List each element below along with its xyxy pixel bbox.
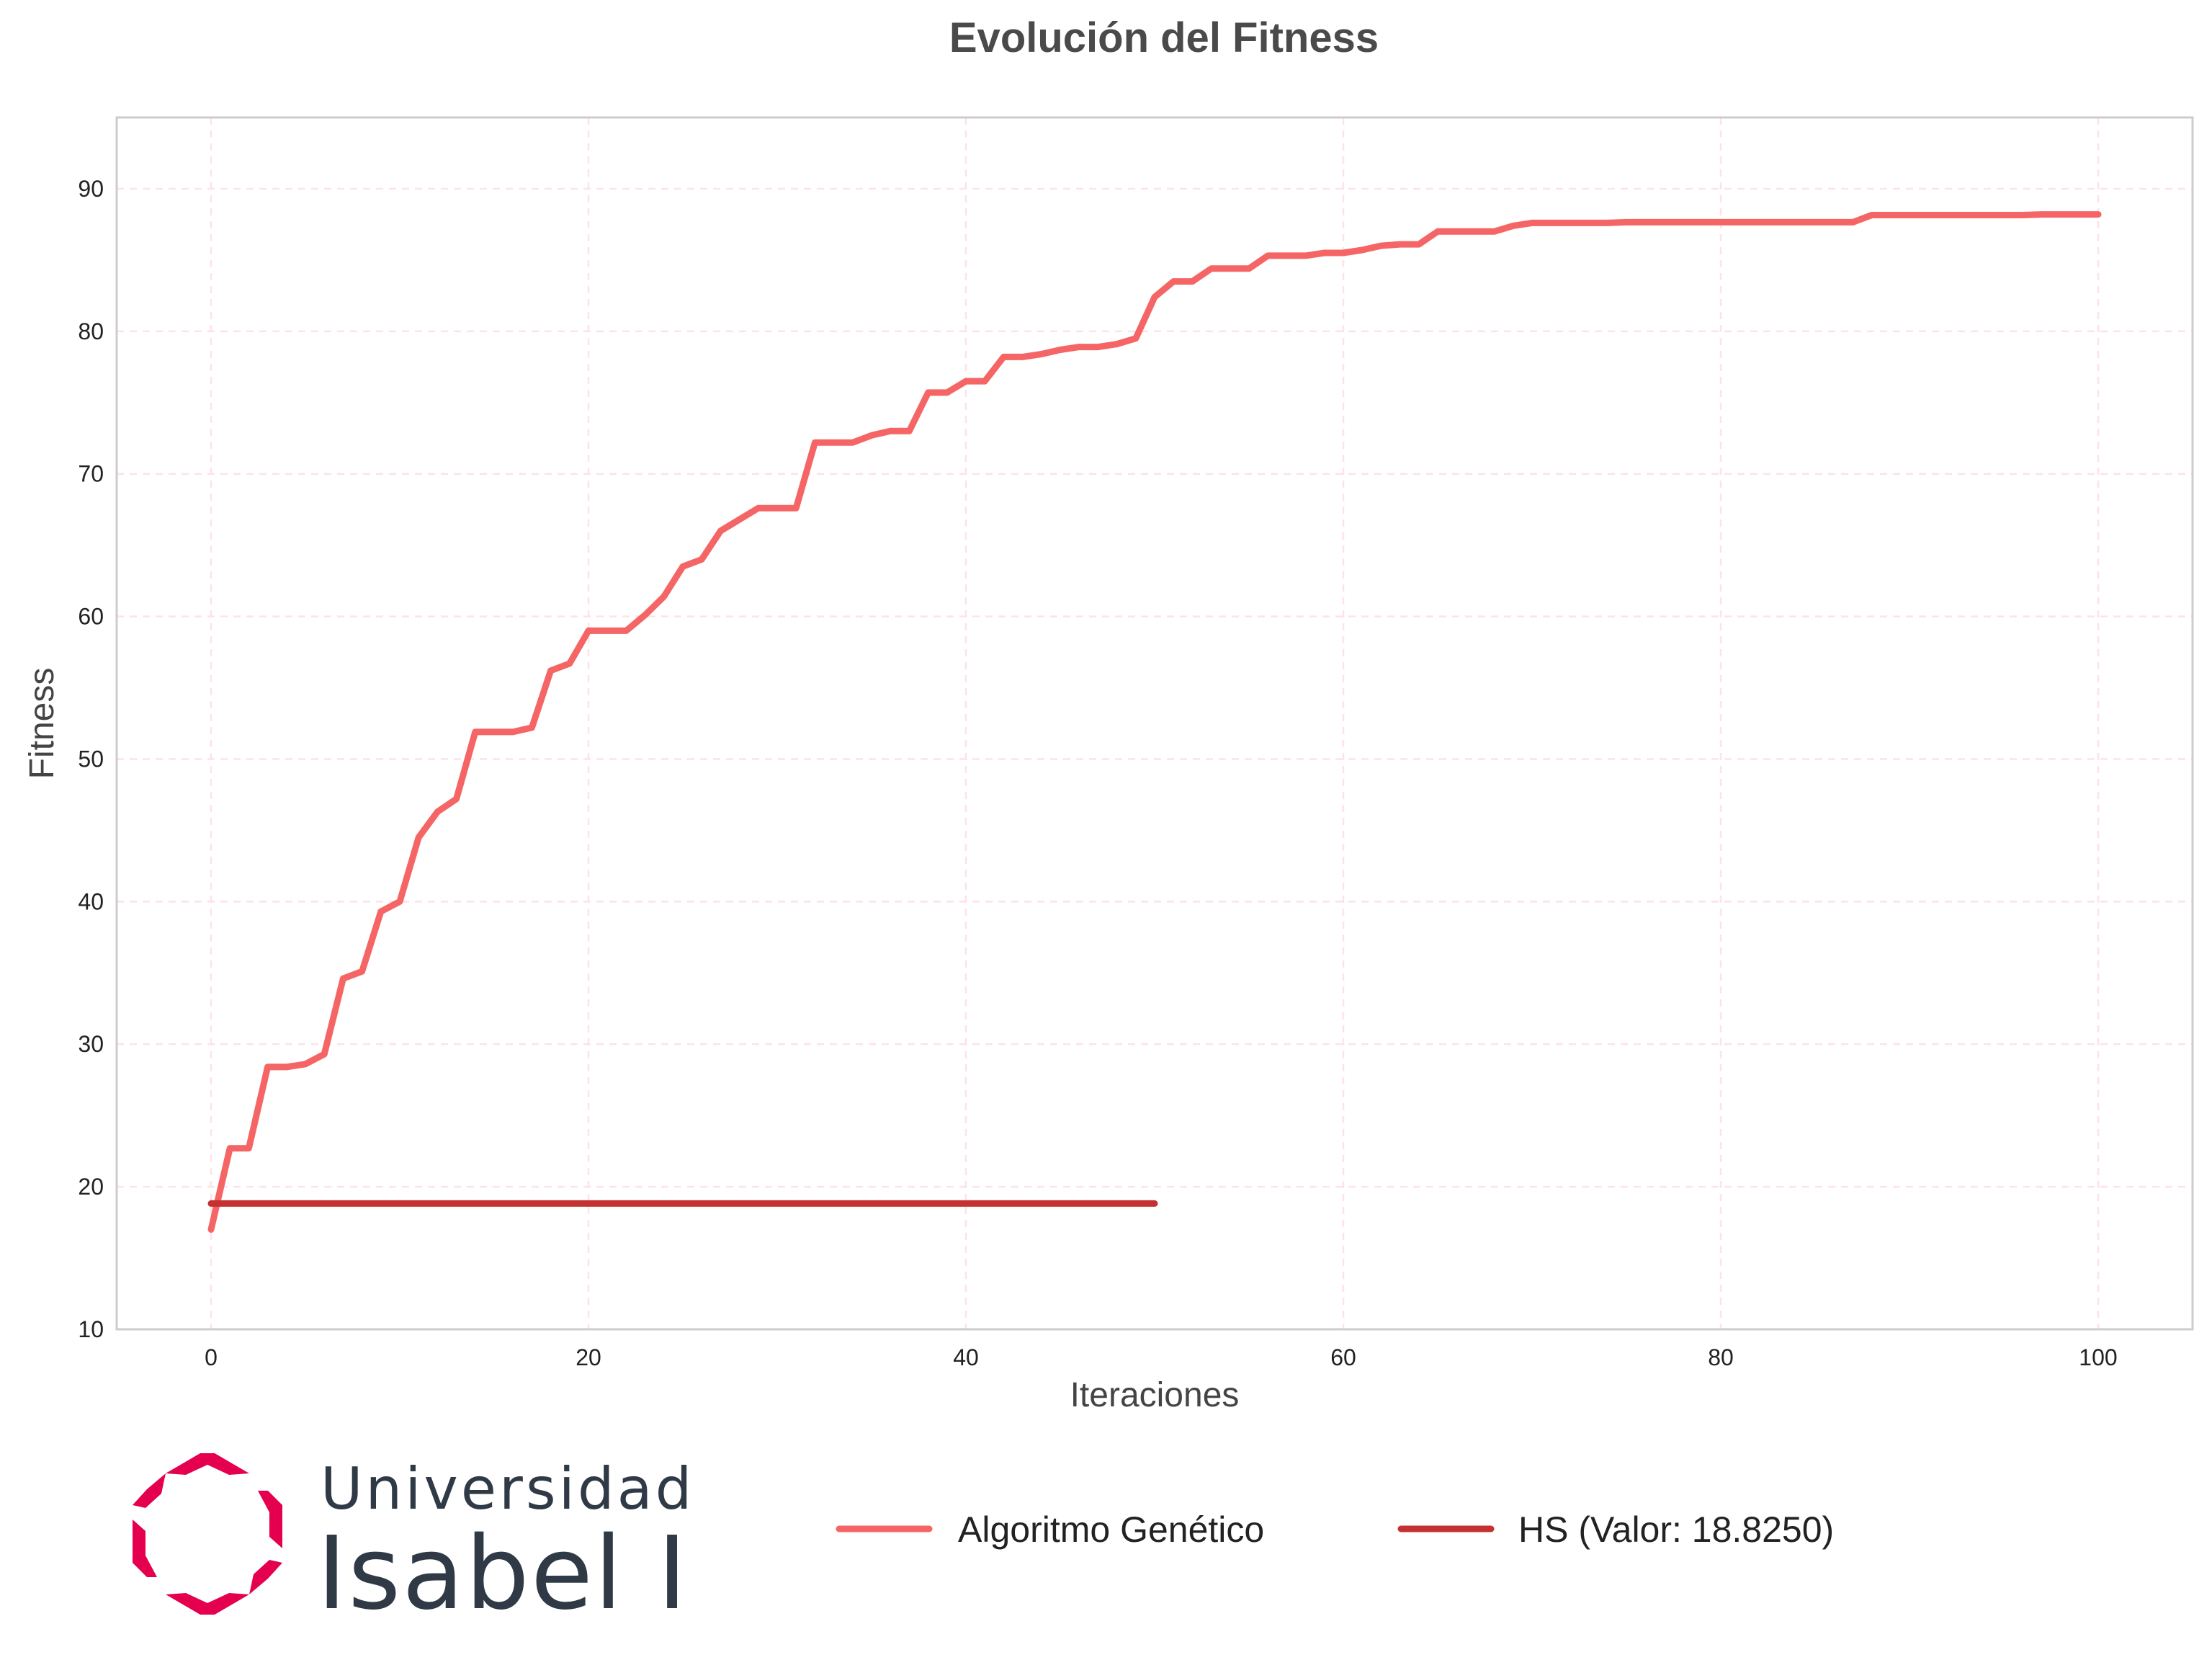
y-axis-ticks: 10 20 30 40 50 60 70 80 90 (78, 176, 104, 1342)
y-tick-label: 70 (78, 461, 104, 487)
isabel-i-emblem-icon (133, 1453, 282, 1615)
y-tick-label: 90 (78, 176, 104, 202)
chart-title: Evolución del Fitness (949, 14, 1379, 61)
y-tick-label: 50 (78, 746, 104, 772)
y-tick-label: 30 (78, 1031, 104, 1057)
y-tick-label: 10 (78, 1316, 104, 1342)
y-tick-label: 80 (78, 318, 104, 344)
legend: Algoritmo Genético HS (Valor: 18.8250) (836, 1509, 1834, 1550)
grid (117, 117, 2193, 1331)
series-line-algoritmo-genetico (207, 211, 2102, 1233)
series-layer (207, 211, 2102, 1233)
x-tick-label: 0 (205, 1344, 218, 1370)
legend-label-hs: HS (Valor: 18.8250) (1518, 1509, 1834, 1550)
legend-label-ga: Algoritmo Genético (958, 1509, 1264, 1550)
x-tick-label: 60 (1330, 1344, 1356, 1370)
y-tick-label: 60 (78, 604, 104, 630)
plot-frame (115, 116, 2194, 1331)
x-tick-label: 40 (953, 1344, 979, 1370)
y-tick-label: 20 (78, 1174, 104, 1200)
x-axis-ticks: 0 20 40 60 80 100 (205, 1344, 2118, 1370)
x-tick-label: 20 (576, 1344, 601, 1370)
logo-text-universidad: Universidad (321, 1455, 694, 1522)
y-axis-label: Fitness (23, 668, 61, 780)
x-tick-label: 100 (2079, 1344, 2117, 1370)
y-tick-label: 40 (78, 888, 104, 914)
logo-text-isabel: Isabel I (317, 1515, 689, 1633)
x-tick-label: 80 (1708, 1344, 1734, 1370)
x-axis-label: Iteraciones (1070, 1376, 1240, 1414)
university-logo: Universidad Isabel I (133, 1453, 694, 1633)
